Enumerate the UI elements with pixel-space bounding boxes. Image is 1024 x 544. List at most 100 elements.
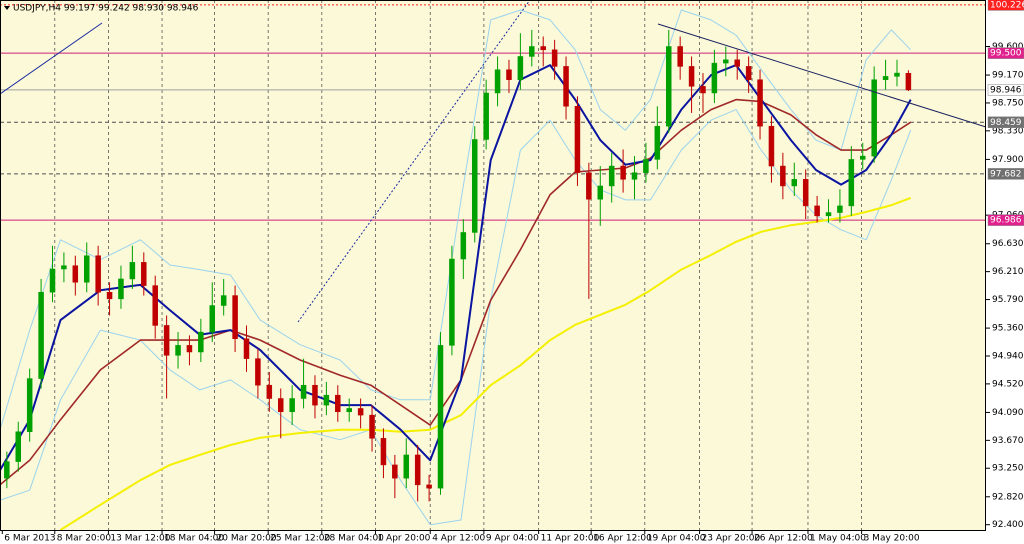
y-tick-label: 92.400 <box>992 520 1024 530</box>
candle-body <box>49 268 56 293</box>
candle-body <box>152 285 158 326</box>
x-tick-label: 28 Mar 04:00 <box>324 534 384 544</box>
menu-triangle <box>4 6 10 10</box>
y-tick-label: 94.090 <box>992 408 1024 418</box>
candle-body <box>346 408 352 413</box>
x-tick-label: 9 Apr 04:00 <box>486 534 539 544</box>
x-tick-label: 18 Mar 04:00 <box>164 534 224 544</box>
candle-body <box>563 66 569 107</box>
indicator-line <box>0 9 912 430</box>
y-tick-label: 92.820 <box>992 492 1024 502</box>
trend-lines <box>0 0 986 323</box>
candle-body <box>243 338 250 359</box>
candle-body <box>118 278 124 300</box>
candle-body <box>403 454 410 479</box>
candle-body <box>449 258 455 346</box>
candle-body <box>15 431 22 462</box>
y-tick-label: 93.670 <box>992 436 1024 446</box>
candle-body <box>871 79 877 157</box>
level-label-box <box>987 168 1024 180</box>
y-tick-label: 95.360 <box>992 324 1024 334</box>
candle-body <box>471 139 478 233</box>
y-tick-label: 96.210 <box>992 267 1024 277</box>
x-tick-label: 16 Apr 12:00 <box>593 534 652 544</box>
level-label: 100.226 <box>990 0 1024 10</box>
candle-body <box>198 331 204 353</box>
candle-body <box>4 461 10 479</box>
indicator-line <box>59 196 912 530</box>
indicator-line <box>0 109 912 526</box>
y-tick-label: 96.630 <box>992 239 1024 249</box>
candle-body <box>266 384 273 399</box>
candle-body <box>494 69 501 94</box>
candle-body <box>426 484 432 489</box>
indicator-line <box>0 64 912 471</box>
candle-body <box>220 295 227 306</box>
candle-body <box>734 59 740 67</box>
candle-body <box>814 205 820 217</box>
candle-body <box>860 155 866 160</box>
x-tick-label: 25 Mar 12:00 <box>270 534 330 544</box>
candle-body <box>780 165 786 187</box>
candle-body <box>289 398 295 413</box>
chart-title: USDJPY,H4 99.197 99.242 98.930 98.946 <box>13 4 199 14</box>
candle-body <box>905 73 912 91</box>
candle-body <box>837 205 843 213</box>
x-tick-label: 6 Mar 2013 <box>4 534 55 544</box>
candle-body <box>586 172 592 200</box>
candle-body <box>335 394 341 413</box>
candle-body <box>141 262 147 286</box>
candle-body <box>323 394 330 406</box>
y-tick-label: 98.330 <box>992 126 1024 136</box>
candle-body <box>26 378 33 432</box>
candle-body <box>540 46 546 51</box>
candle-body <box>882 76 889 80</box>
candle-body <box>72 265 79 283</box>
y-tick-label: 95.790 <box>992 295 1024 305</box>
candle-body <box>95 255 101 293</box>
level-label: 97.682 <box>990 169 1022 179</box>
candle-body <box>106 291 113 300</box>
y-tick-label: 99.600 <box>992 42 1024 52</box>
candle-body <box>848 159 855 207</box>
candle-body <box>414 454 421 486</box>
plot-frame <box>0 0 986 531</box>
x-tick-label: 11 Apr 20:00 <box>541 534 600 544</box>
y-tick-label: 97.900 <box>992 155 1024 165</box>
x-tick-label: 23 Apr 20:00 <box>702 534 761 544</box>
level-label-box <box>987 84 1024 96</box>
candle-body <box>665 46 672 127</box>
candle-body <box>745 66 752 80</box>
candle-body <box>483 92 489 140</box>
candle-body <box>677 46 683 67</box>
x-tick-label: 13 Mar 12:00 <box>110 534 170 544</box>
candle-body <box>723 59 729 64</box>
level-label-box <box>987 116 1024 129</box>
candle-body <box>529 46 535 57</box>
candle-body <box>392 464 398 479</box>
x-tick-label: 26 Apr 12:00 <box>754 534 813 544</box>
candle-body <box>802 179 809 207</box>
y-tick-label: 99.170 <box>992 71 1024 81</box>
candle-body <box>608 165 615 187</box>
candle-body <box>38 291 44 379</box>
candle-body <box>597 185 604 200</box>
level-label: 98.459 <box>990 118 1022 128</box>
candle-body <box>186 345 193 353</box>
level-label-box <box>987 0 1024 11</box>
candle-body <box>620 165 626 180</box>
x-tick-label: 20 Mar 20:00 <box>217 534 277 544</box>
candle-body <box>61 265 67 270</box>
candle-body <box>791 179 798 187</box>
candle-body <box>312 384 318 406</box>
x-tick-label: 4 Apr 12:00 <box>432 534 485 544</box>
level-label-box <box>987 214 1024 226</box>
candle-body <box>437 345 444 489</box>
y-tick-label: 94.520 <box>992 379 1024 389</box>
candle-body <box>300 384 307 399</box>
x-tick-label: 1 Apr 20:00 <box>377 534 430 544</box>
candle-body <box>129 262 136 280</box>
